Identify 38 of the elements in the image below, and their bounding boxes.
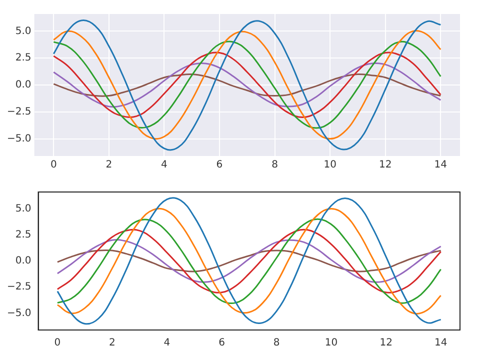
x-tick-label: 0 (50, 160, 57, 171)
x-tick-label: 2 (106, 160, 112, 171)
x-tick-label: 8 (273, 338, 280, 349)
x-tick-label: 12 (378, 160, 392, 171)
y-tick-label: −2.5 (6, 106, 32, 118)
x-tick-label: 4 (164, 338, 170, 349)
y-tick-label: −2.5 (6, 282, 32, 293)
y-tick-label: 2.5 (15, 52, 32, 64)
x-tick-label: 12 (380, 338, 392, 349)
x-tick-label: 2 (109, 338, 116, 349)
x-tick-label: 14 (434, 338, 448, 349)
y-tick-label: 0.0 (15, 256, 32, 267)
y-tick-label: 5.0 (15, 203, 32, 214)
line-series (56, 238, 442, 283)
line-series (56, 228, 442, 294)
y-tick-label: −5.0 (6, 133, 32, 144)
x-tick-label: 4 (161, 160, 168, 171)
line-series (52, 62, 442, 108)
y-tick-label: −5.0 (6, 308, 32, 319)
line-series (56, 249, 442, 272)
x-tick-label: 8 (272, 160, 278, 171)
x-tick-label: 14 (434, 160, 448, 171)
line-series (52, 30, 442, 140)
line-series (52, 20, 442, 151)
line-series (56, 218, 442, 304)
x-tick-label: 0 (54, 338, 61, 349)
line-series (52, 52, 442, 118)
line-series (56, 197, 442, 324)
y-tick-label: 0.0 (15, 80, 32, 91)
line-series (52, 40, 442, 129)
x-tick-label: 6 (218, 338, 225, 349)
y-tick-label: 5.0 (15, 26, 32, 37)
line-series (52, 73, 442, 97)
x-tick-label: 6 (216, 160, 223, 171)
y-tick-label: 2.5 (15, 229, 32, 240)
x-tick-label: 10 (324, 160, 336, 171)
line-series (56, 208, 442, 314)
x-tick-label: 10 (324, 338, 338, 349)
